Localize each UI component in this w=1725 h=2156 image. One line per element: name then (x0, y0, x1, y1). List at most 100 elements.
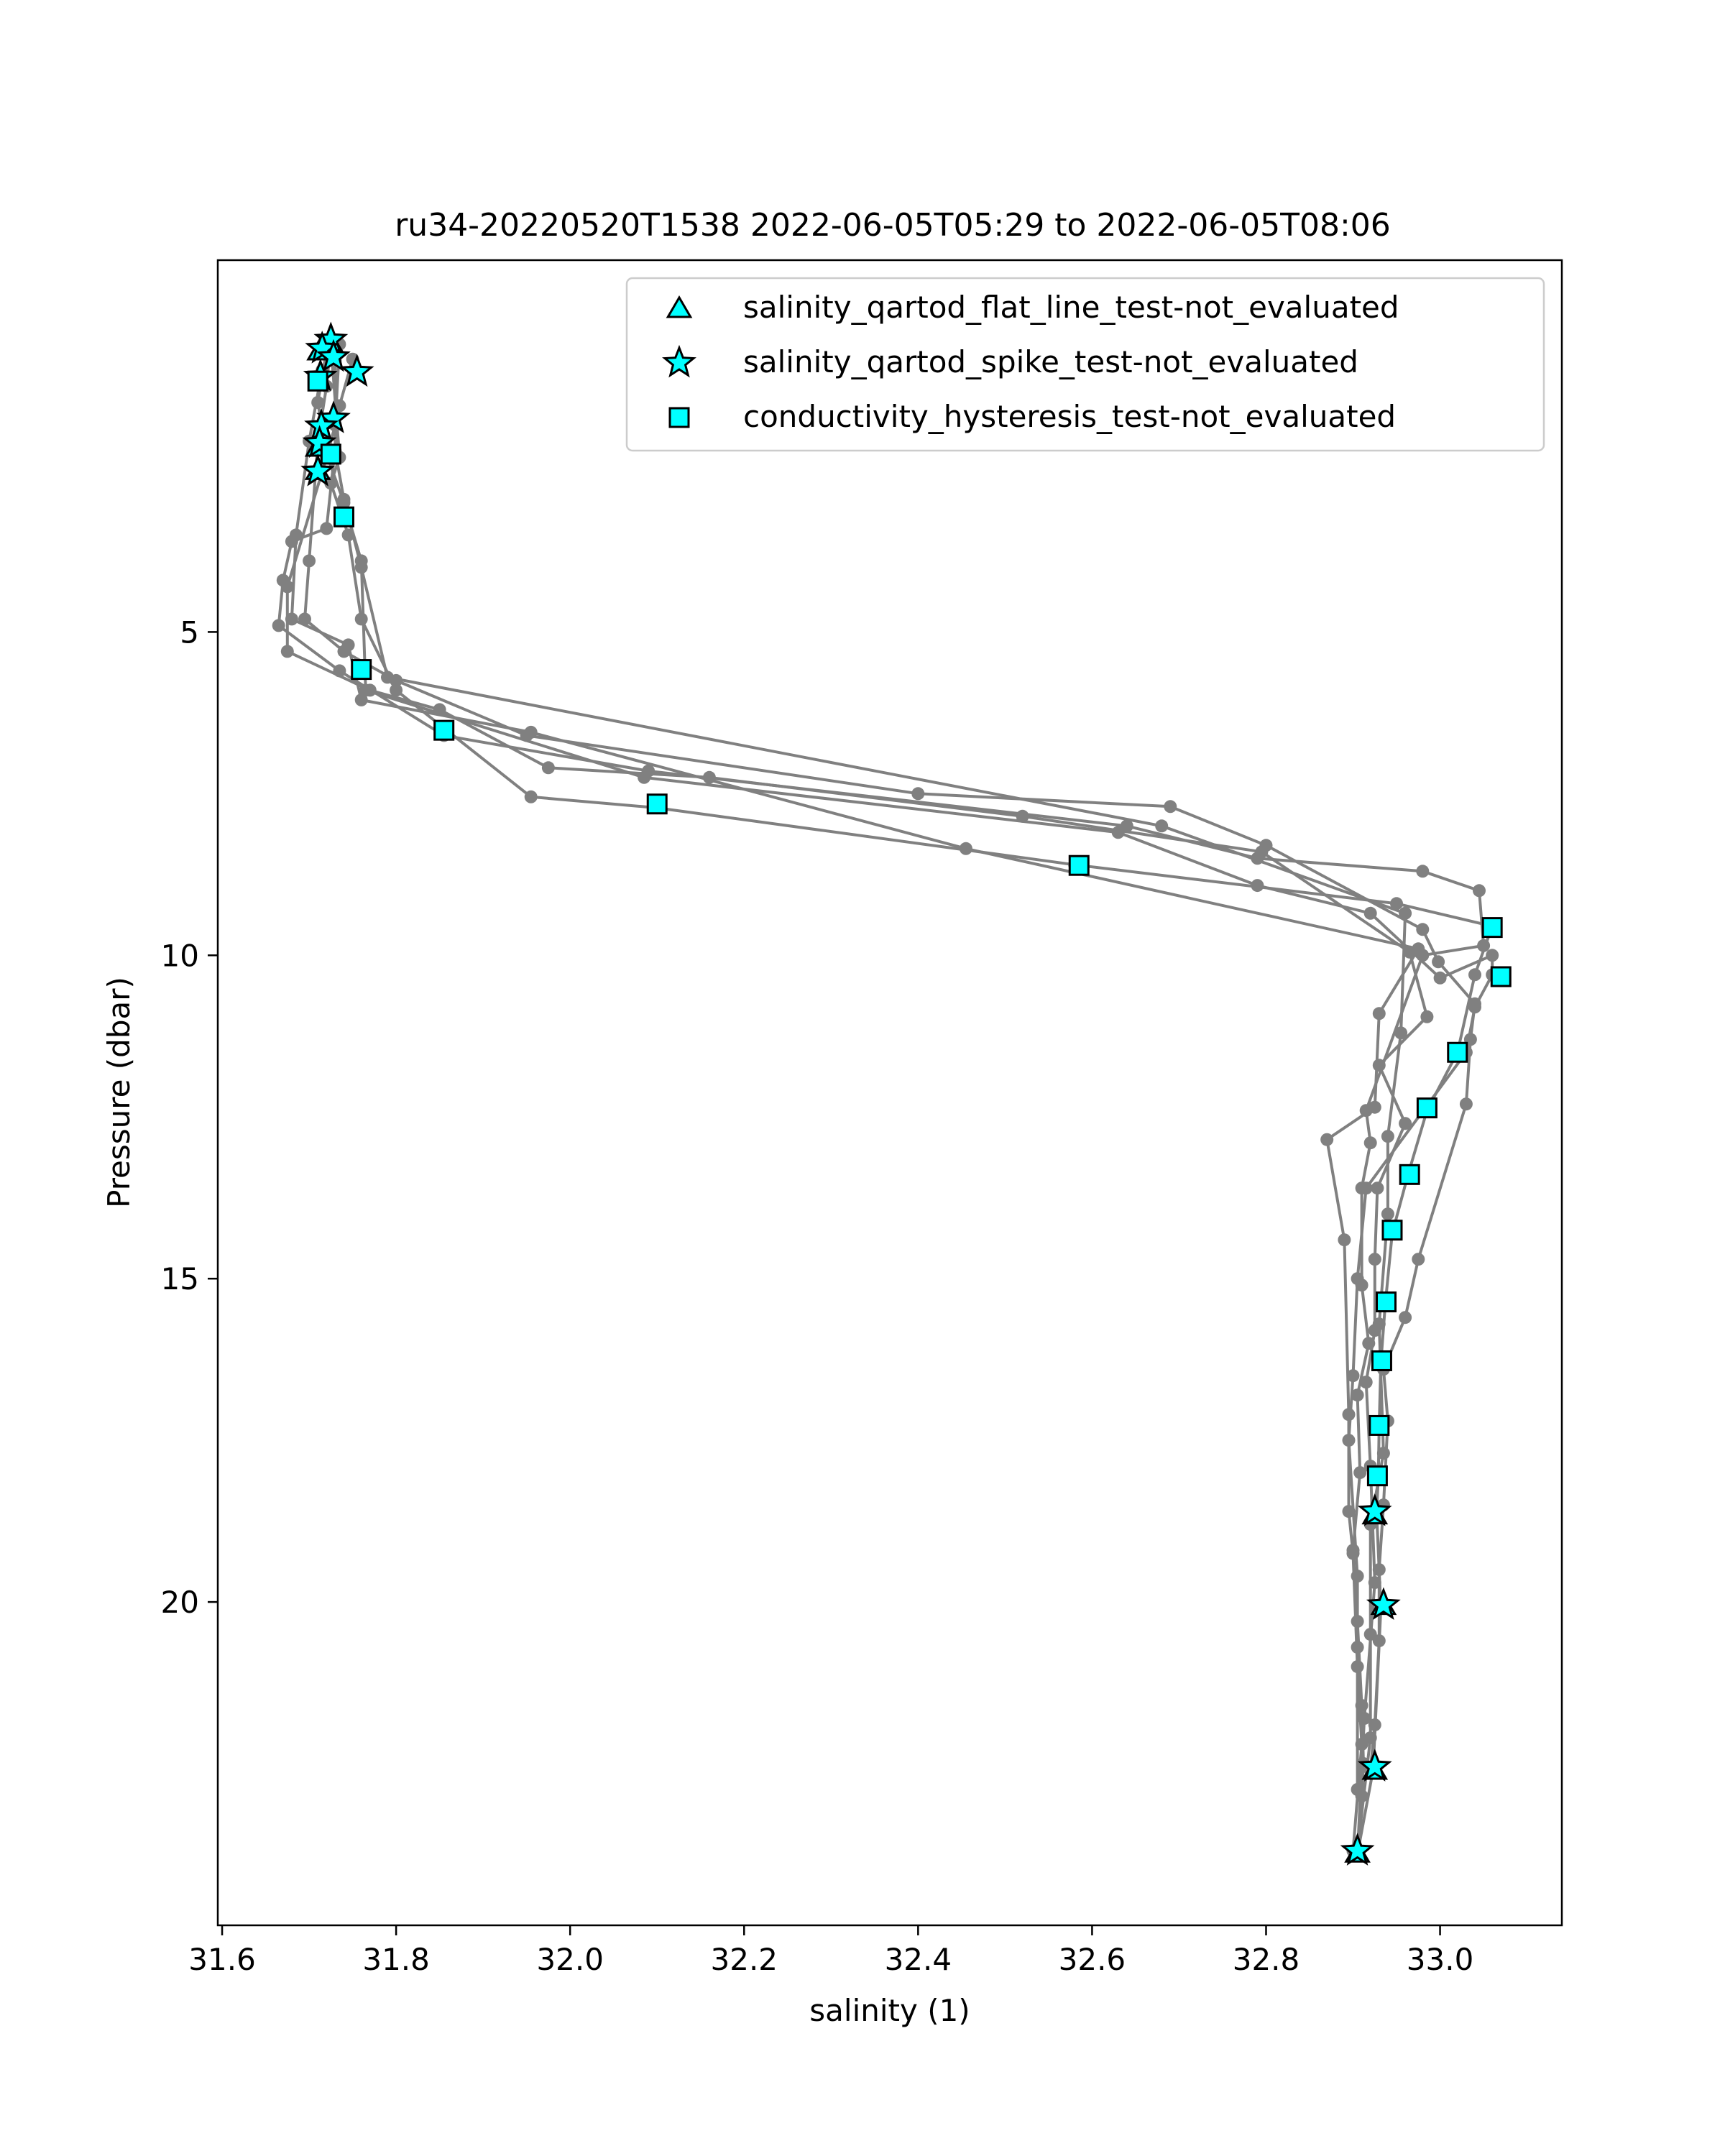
profile-point (1390, 897, 1403, 911)
square-marker (307, 370, 328, 392)
profile-point (1473, 884, 1486, 898)
qc-markers (300, 321, 1512, 1866)
profile-point (390, 683, 403, 697)
profile-point (1432, 955, 1445, 969)
x-tick-label: 31.8 (362, 1942, 430, 1977)
profile-point (280, 580, 294, 594)
profile-line (334, 360, 1407, 1851)
profile-point (1371, 1181, 1384, 1195)
x-tick-label: 32.4 (885, 1942, 952, 1977)
profile-point (1359, 1376, 1373, 1389)
profile-point (1394, 1026, 1408, 1040)
square-marker (351, 659, 372, 681)
star-marker (1357, 1493, 1392, 1526)
profile-point (1342, 1505, 1356, 1519)
square-marker (1490, 966, 1512, 987)
profile-point (354, 561, 368, 574)
x-axis-label: salinity (1) (809, 1993, 970, 2028)
profile-point (1346, 1369, 1360, 1383)
x-tick-label: 31.6 (188, 1942, 256, 1977)
legend: salinity_qartod_flat_line_test-not_evalu… (625, 277, 1545, 452)
square-marker (1368, 1414, 1390, 1436)
star-marker (339, 354, 374, 387)
profile-point (1468, 968, 1481, 982)
square-marker (1399, 1164, 1420, 1185)
profile-point (1351, 1272, 1364, 1286)
x-tick-label: 32.6 (1059, 1942, 1126, 1977)
profile-point (337, 492, 351, 506)
profile-point (1416, 865, 1430, 878)
profile-point (524, 790, 538, 803)
legend-box (625, 277, 1545, 452)
legend-label-spike: salinity_qartod_spike_test-not_evaluated (743, 344, 1358, 379)
profile-point (1111, 826, 1125, 839)
star-marker (1366, 1587, 1401, 1620)
x-tick-label: 32.8 (1233, 1942, 1300, 1977)
star-marker (1340, 1833, 1375, 1866)
square-marker (1068, 854, 1090, 876)
profile-point (1459, 1097, 1473, 1111)
profile-point (1433, 971, 1447, 985)
x-tick-label: 33.0 (1407, 1942, 1474, 1977)
legend-label-hysteresis: conductivity_hysteresis_test-not_evaluat… (743, 399, 1396, 434)
profile-point (1412, 942, 1425, 956)
y-axis-label: Pressure (dbar) (101, 977, 137, 1208)
profile-point (303, 554, 316, 568)
profile-point (1416, 923, 1430, 936)
x-axis-ticks: 31.6 31.8 32.0 32.2 32.4 32.6 32.8 33.0 (188, 1925, 1473, 1977)
star-marker (300, 453, 336, 487)
profile-point (1155, 819, 1169, 833)
profile-point (1255, 845, 1269, 859)
profile-point (1346, 1547, 1360, 1560)
y-tick-label: 10 (161, 938, 199, 973)
x-tick-label: 32.0 (536, 1942, 604, 1977)
profile-point (1351, 1388, 1364, 1402)
star-marker (1357, 1749, 1392, 1782)
square-marker (646, 793, 668, 815)
profile-point (1359, 1181, 1373, 1195)
square-marker (1366, 1465, 1388, 1487)
profile-point (1381, 1207, 1394, 1221)
profile-point (524, 725, 538, 739)
profile-point (1363, 906, 1377, 920)
profile-point (1376, 1447, 1390, 1460)
profile-point (1363, 1628, 1377, 1641)
profile-point (1477, 939, 1491, 952)
square-marker (1447, 1041, 1468, 1063)
profile-point (1468, 1000, 1481, 1014)
profile-point (320, 522, 334, 535)
profile-point (354, 612, 368, 626)
legend-markers (662, 295, 696, 428)
profile-point (285, 612, 298, 626)
profile-point (1338, 1233, 1351, 1247)
profile-point (1372, 1059, 1386, 1072)
profile-point (1372, 1007, 1386, 1021)
profile-point (1251, 879, 1264, 893)
profile-point (1342, 1408, 1356, 1422)
legend-square-marker (668, 407, 690, 428)
profile-point (1320, 1133, 1334, 1146)
profile-point (1164, 800, 1177, 814)
profile-point (1016, 809, 1029, 823)
star-marker (302, 425, 337, 458)
profile-point (354, 693, 368, 706)
y-tick-label: 20 (161, 1585, 199, 1620)
legend-triangle-marker (666, 295, 693, 318)
profile-point (359, 683, 372, 697)
profile-point (541, 761, 555, 775)
legend-star-marker (662, 344, 696, 378)
profile-point (1372, 1563, 1386, 1577)
profile-point (1412, 1253, 1425, 1266)
profile-point (1399, 1311, 1412, 1325)
profile-point (1353, 1466, 1367, 1480)
profile-point (1363, 1136, 1377, 1150)
y-tick-label: 15 (161, 1261, 199, 1296)
square-marker (1381, 1220, 1403, 1241)
square-marker (433, 719, 455, 741)
profile-point (1368, 1253, 1381, 1266)
y-tick-label: 5 (180, 614, 199, 650)
y-axis-ticks: 5 10 15 20 (161, 614, 218, 1620)
profile-point (911, 787, 925, 801)
profile-point (638, 770, 651, 784)
